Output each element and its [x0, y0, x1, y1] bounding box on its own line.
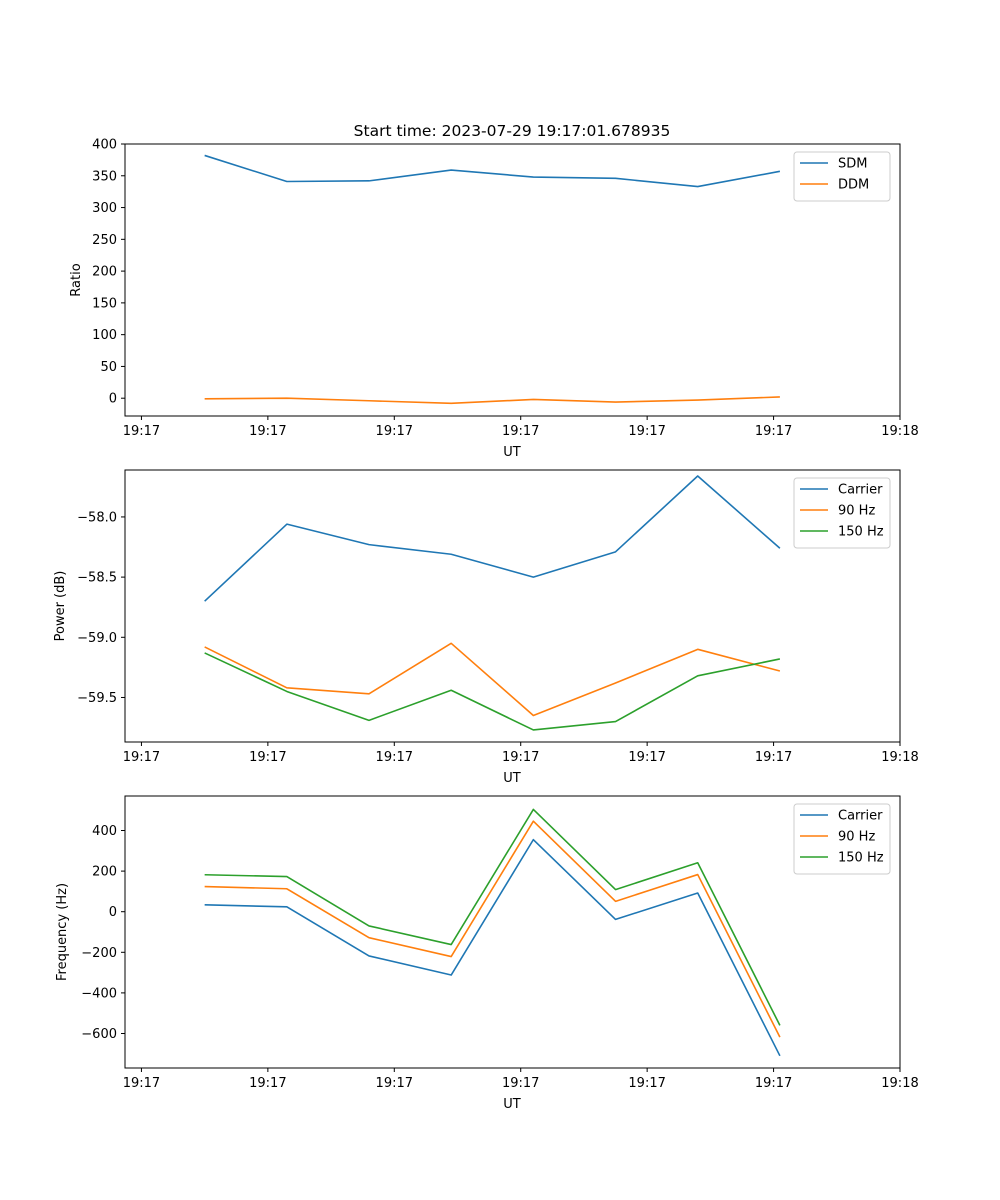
figure-title: Start time: 2023-07-29 19:17:01.678935	[354, 122, 671, 140]
power-y-tick-label: −58.5	[77, 571, 117, 586]
panel-power: UT Power (dB) 19:17 19:17 19:17 19:17 19:17 1…	[53, 469, 919, 786]
frequency-series-90-hz	[204, 820, 781, 1038]
ratio-series-sdm	[204, 154, 781, 188]
ratio-x-tick-label: 19:17	[628, 424, 665, 439]
frequency-x-tick-label: 19:17	[249, 1076, 286, 1091]
frequency-series-150-hz	[204, 808, 781, 1026]
panel-frequency: UT Frequency (Hz) 19:17 19:17 19:17 19:17 19…	[55, 795, 919, 1112]
frequency-legend-label-carrier: Carrier	[838, 809, 883, 824]
ratio-y-tick-label: 0	[109, 392, 117, 407]
ratio-x-axis-label: UT	[503, 445, 521, 460]
frequency-series-carrier	[204, 838, 781, 1057]
ratio-y-tick-label: 100	[92, 328, 117, 343]
ratio-x-tick-label: 19:17	[502, 424, 539, 439]
frequency-y-tick-label: −600	[81, 1027, 117, 1042]
ratio-legend-box	[793, 151, 891, 202]
power-series-90-hz	[204, 642, 781, 717]
ratio-y-tick-label: 150	[92, 296, 117, 311]
frequency-x-tick-label: 19:17	[628, 1076, 665, 1091]
power-plot-area	[204, 475, 781, 731]
ratio-x-tick-label: 19:18	[881, 424, 918, 439]
ratio-x-tick-label: 19:17	[249, 424, 286, 439]
ratio-series-ddm	[204, 396, 780, 405]
frequency-y-tick-label: −200	[81, 946, 117, 961]
power-axes-frame	[124, 469, 901, 743]
power-x-tick-label: 19:18	[881, 750, 918, 765]
ratio-y-tick-label: 50	[100, 360, 117, 375]
power-series-150-hz	[204, 652, 781, 731]
power-y-tick-label: −59.0	[77, 631, 117, 646]
ratio-y-tick-label: 300	[92, 201, 117, 216]
power-x-tick-label: 19:17	[249, 750, 286, 765]
frequency-plot-area	[204, 808, 781, 1057]
frequency-axes-frame	[124, 795, 901, 1069]
power-legend: Carrier 90 Hz 150 Hz	[793, 477, 891, 549]
ratio-legend-label-sdm: SDM	[838, 157, 867, 172]
frequency-y-tick-label: 0	[109, 905, 117, 920]
ratio-y-axis-label: Ratio	[69, 263, 84, 296]
frequency-x-tick-label: 19:17	[755, 1076, 792, 1091]
frequency-legend: Carrier 90 Hz 150 Hz	[793, 803, 891, 875]
panel-ratio: UT Ratio 19:17 19:17 19:17 19:17 19:17 19:17 1…	[69, 138, 919, 461]
power-legend-label-150-hz: 150 Hz	[838, 525, 884, 540]
ratio-x-tick-label: 19:17	[123, 424, 160, 439]
frequency-y-tick-label: 200	[92, 865, 117, 880]
ratio-x-tick-label: 19:17	[755, 424, 792, 439]
power-x-axis-label: UT	[503, 771, 521, 786]
power-x-tick-label: 19:17	[376, 750, 413, 765]
power-y-axis-label: Power (dB)	[53, 571, 68, 642]
power-legend-label-carrier: Carrier	[838, 483, 883, 498]
frequency-ticks: 19:17 19:17 19:17 19:17 19:17 19:17 19:18 400 20…	[81, 824, 918, 1091]
frequency-x-tick-label: 19:17	[376, 1076, 413, 1091]
frequency-x-tick-label: 19:18	[881, 1076, 918, 1091]
power-ticks: 19:17 19:17 19:17 19:17 19:17 19:17 19:18 −58.0…	[77, 510, 919, 765]
ratio-plot-area	[204, 154, 781, 405]
power-x-tick-label: 19:17	[502, 750, 539, 765]
power-y-tick-label: −59.5	[77, 691, 117, 706]
ratio-legend-label-ddm: DDM	[838, 178, 869, 193]
frequency-y-tick-label: −400	[81, 986, 117, 1001]
frequency-y-tick-label: 400	[92, 824, 117, 839]
frequency-x-tick-label: 19:17	[502, 1076, 539, 1091]
frequency-y-axis-label: Frequency (Hz)	[55, 883, 70, 981]
ratio-y-tick-label: 350	[92, 169, 117, 184]
power-x-tick-label: 19:17	[755, 750, 792, 765]
frequency-x-axis-label: UT	[503, 1097, 521, 1112]
power-x-tick-label: 19:17	[123, 750, 160, 765]
power-y-tick-label: −58.0	[77, 510, 117, 525]
ratio-y-tick-label: 200	[92, 265, 117, 280]
ratio-legend: SDM DDM	[793, 151, 891, 202]
frequency-legend-label-150-hz: 150 Hz	[838, 851, 884, 866]
power-x-tick-label: 19:17	[628, 750, 665, 765]
ratio-y-tick-label: 250	[92, 233, 117, 248]
frequency-x-tick-label: 19:17	[123, 1076, 160, 1091]
ratio-y-tick-label: 400	[92, 138, 117, 153]
power-legend-label-90-hz: 90 Hz	[838, 504, 875, 519]
ratio-x-tick-label: 19:17	[376, 424, 413, 439]
ratio-ticks: 19:17 19:17 19:17 19:17 19:17 19:17 19:18 0 50 10…	[92, 138, 919, 440]
ratio-axes-frame	[124, 143, 901, 417]
power-series-carrier	[204, 475, 781, 602]
frequency-legend-label-90-hz: 90 Hz	[838, 830, 875, 845]
